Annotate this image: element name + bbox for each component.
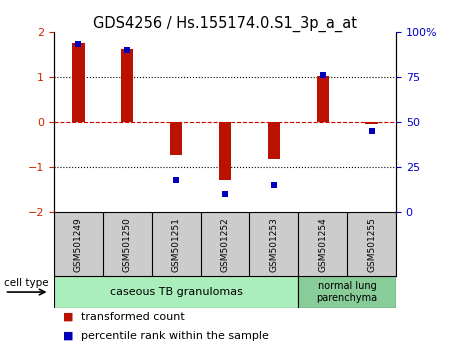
Text: ■: ■	[63, 312, 73, 321]
Text: GSM501255: GSM501255	[367, 217, 376, 272]
Text: GSM501251: GSM501251	[171, 217, 180, 272]
Bar	[121, 49, 133, 122]
Text: GSM501253: GSM501253	[270, 217, 279, 272]
Bar	[298, 276, 396, 308]
Text: GSM501254: GSM501254	[318, 217, 327, 272]
Title: GDS4256 / Hs.155174.0.S1_3p_a_at: GDS4256 / Hs.155174.0.S1_3p_a_at	[93, 16, 357, 32]
Text: GSM501252: GSM501252	[220, 217, 230, 272]
Text: ■: ■	[63, 331, 73, 341]
Text: transformed count: transformed count	[81, 312, 185, 321]
Text: percentile rank within the sample: percentile rank within the sample	[81, 331, 269, 341]
Bar	[54, 276, 298, 308]
Bar	[365, 122, 378, 124]
Bar	[268, 122, 280, 159]
Bar	[72, 43, 85, 122]
Text: normal lung
parenchyma: normal lung parenchyma	[317, 281, 378, 303]
Bar	[170, 122, 182, 155]
Bar	[317, 76, 329, 122]
Text: GSM501250: GSM501250	[123, 217, 132, 272]
Text: GSM501249: GSM501249	[74, 217, 83, 272]
Bar	[219, 122, 231, 180]
Text: caseous TB granulomas: caseous TB granulomas	[110, 287, 243, 297]
Text: cell type: cell type	[4, 278, 49, 288]
